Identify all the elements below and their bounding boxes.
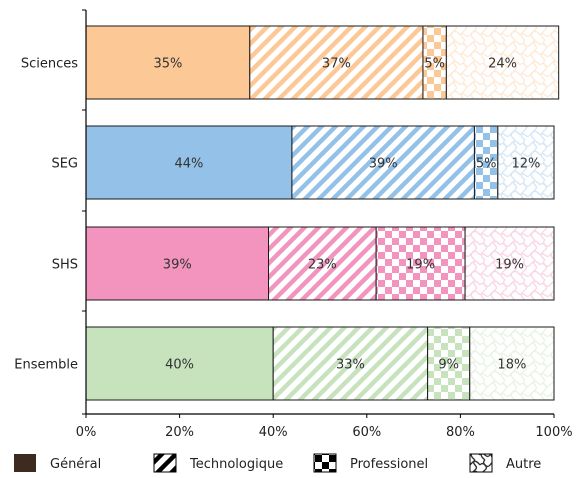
data-label: 39%	[163, 258, 192, 273]
bar-segment-seg-autre	[497, 125, 555, 200]
x-tick-label: 60%	[352, 425, 381, 440]
legend-label: Technologique	[189, 457, 283, 472]
data-label: 39%	[369, 157, 398, 172]
legend-swatch	[153, 453, 177, 473]
data-label: 19%	[495, 258, 524, 273]
x-tick-label: 0%	[76, 425, 97, 440]
data-label: 40%	[165, 358, 194, 373]
bar-segment-shs-professionel	[375, 226, 466, 301]
x-tick-label: 20%	[165, 425, 194, 440]
legend-item-général: Général	[14, 454, 101, 472]
axes-group: Sciences SEG SHS Ensemble 0% 20% 40% 60% 80% 100%	[14, 9, 573, 440]
legend-label: Professionel	[350, 457, 428, 472]
legend-item-autre: Autre	[469, 453, 541, 473]
bar-segment-ensemble-général	[85, 326, 274, 401]
bar-segment-seg-technologique	[291, 125, 475, 200]
bar-segment-sciences-technologique	[249, 25, 424, 100]
bar-segment-ensemble-technologique	[272, 326, 429, 401]
legend-label: Général	[50, 457, 101, 472]
data-label: 44%	[175, 157, 204, 172]
y-tick-label: Ensemble	[14, 358, 78, 373]
legend-item-professionel: Professionel	[313, 453, 428, 473]
data-label: 23%	[308, 258, 337, 273]
data-label: 24%	[488, 57, 517, 72]
bar-segment-sciences-général	[85, 25, 251, 100]
bar-segment-seg-général	[85, 125, 293, 200]
legend: Général Technologique Professionel Autre	[14, 453, 541, 473]
data-label: 5%	[424, 57, 445, 72]
data-label: 12%	[511, 157, 540, 172]
legend-swatch	[14, 454, 36, 472]
legend-item-technologique: Technologique	[153, 453, 283, 473]
y-tick-label: SHS	[52, 258, 78, 273]
x-tick-label: 80%	[446, 425, 475, 440]
data-label: 35%	[153, 57, 182, 72]
data-label: 9%	[438, 358, 459, 373]
data-label: 5%	[476, 157, 497, 172]
bar-segment-shs-autre	[464, 226, 555, 301]
y-tick-label: SEG	[51, 157, 78, 172]
data-label: 37%	[322, 57, 351, 72]
data-label: 33%	[336, 358, 365, 373]
legend-swatch	[313, 453, 337, 473]
bars-group: 35% 37% 5% 24% 44% 39% 5% 12% 39% 23% 19% 19% 40% 33%…	[85, 25, 560, 401]
legend-swatch	[469, 453, 493, 473]
data-label: 19%	[406, 258, 435, 273]
bar-segment-sciences-autre	[445, 25, 560, 100]
bar-segment-ensemble-professionel	[427, 326, 471, 401]
bar-segment-shs-général	[85, 226, 270, 301]
bar-segment-ensemble-autre	[469, 326, 555, 401]
data-label: 18%	[497, 358, 526, 373]
y-tick-label: Sciences	[21, 57, 78, 72]
bar-segment-shs-technologique	[268, 226, 377, 301]
x-tick-label: 100%	[535, 425, 572, 440]
x-tick-label: 40%	[259, 425, 288, 440]
legend-label: Autre	[506, 457, 541, 472]
